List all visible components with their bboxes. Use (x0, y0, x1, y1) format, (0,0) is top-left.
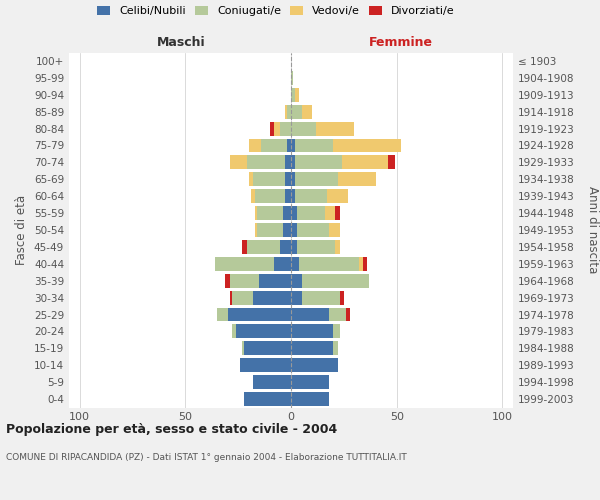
Bar (327, 190, 348, 203)
Bar (295, 156, 342, 170)
Bar (253, 290, 291, 304)
Bar (242, 342, 244, 355)
Bar (291, 138, 295, 152)
Bar (283, 223, 291, 237)
Bar (287, 138, 291, 152)
Bar (291, 190, 295, 203)
Bar (338, 172, 376, 186)
Bar (291, 156, 295, 170)
Bar (274, 257, 291, 270)
Bar (298, 206, 325, 220)
Bar (329, 308, 346, 322)
Bar (359, 257, 363, 270)
Y-axis label: Anni di nascita: Anni di nascita (586, 186, 599, 274)
Bar (342, 156, 388, 170)
Bar (217, 308, 227, 322)
Bar (291, 392, 329, 406)
Bar (363, 257, 367, 270)
Bar (291, 172, 295, 186)
Bar (280, 240, 291, 254)
Bar (283, 206, 291, 220)
Bar (249, 172, 253, 186)
Bar (291, 240, 298, 254)
Bar (298, 223, 329, 237)
Bar (333, 324, 340, 338)
Bar (215, 257, 274, 270)
Bar (284, 190, 291, 203)
Bar (291, 308, 329, 322)
Y-axis label: Fasce di età: Fasce di età (16, 195, 28, 265)
Bar (253, 172, 284, 186)
Bar (295, 138, 333, 152)
Bar (232, 324, 236, 338)
Bar (232, 290, 253, 304)
Bar (284, 156, 291, 170)
Bar (244, 392, 291, 406)
Bar (247, 156, 284, 170)
Bar (295, 190, 327, 203)
Bar (302, 104, 312, 118)
Bar (255, 206, 257, 220)
Bar (259, 274, 291, 287)
Bar (299, 257, 359, 270)
Bar (291, 206, 298, 220)
Text: Femmine: Femmine (369, 36, 433, 49)
Bar (329, 223, 340, 237)
Text: Popolazione per età, sesso e stato civile - 2004: Popolazione per età, sesso e stato civil… (6, 422, 337, 436)
Bar (255, 190, 284, 203)
Bar (255, 223, 257, 237)
Bar (302, 290, 340, 304)
Bar (287, 104, 291, 118)
Legend: Celibi/Nubili, Coniugati/e, Vedovi/e, Divorziati/e: Celibi/Nubili, Coniugati/e, Vedovi/e, Di… (97, 6, 455, 16)
Bar (333, 138, 401, 152)
Bar (291, 104, 302, 118)
Bar (251, 190, 255, 203)
Text: Maschi: Maschi (157, 36, 205, 49)
Bar (325, 206, 335, 220)
Bar (302, 274, 369, 287)
Bar (291, 290, 302, 304)
Bar (291, 375, 329, 389)
Bar (240, 358, 291, 372)
Bar (274, 122, 280, 136)
Bar (291, 71, 293, 85)
Bar (284, 172, 291, 186)
Bar (270, 122, 274, 136)
Bar (247, 240, 280, 254)
Bar (291, 88, 295, 102)
Bar (316, 122, 355, 136)
Bar (291, 274, 302, 287)
Text: COMUNE DI RIPACANDIDA (PZ) - Dati ISTAT 1° gennaio 2004 - Elaborazione TUTTITALI: COMUNE DI RIPACANDIDA (PZ) - Dati ISTAT … (6, 452, 407, 462)
Bar (335, 240, 340, 254)
Bar (295, 88, 299, 102)
Bar (242, 240, 247, 254)
Bar (230, 290, 232, 304)
Bar (227, 308, 291, 322)
Bar (291, 223, 298, 237)
Bar (262, 138, 287, 152)
Bar (340, 290, 344, 304)
Bar (257, 223, 283, 237)
Bar (335, 206, 340, 220)
Bar (388, 156, 395, 170)
Bar (291, 342, 333, 355)
Bar (253, 375, 291, 389)
Bar (333, 342, 338, 355)
Bar (291, 122, 316, 136)
Bar (236, 324, 291, 338)
Bar (249, 138, 262, 152)
Bar (295, 172, 338, 186)
Bar (291, 257, 299, 270)
Bar (244, 342, 291, 355)
Bar (230, 156, 247, 170)
Bar (280, 122, 291, 136)
Bar (226, 274, 230, 287)
Bar (291, 324, 333, 338)
Bar (291, 358, 338, 372)
Bar (257, 206, 283, 220)
Bar (230, 274, 259, 287)
Bar (346, 308, 350, 322)
Bar (284, 104, 287, 118)
Bar (298, 240, 335, 254)
